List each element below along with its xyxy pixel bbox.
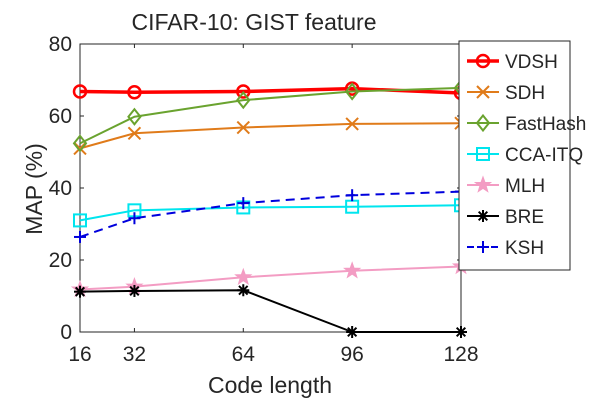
y-tick-label: 40 (49, 177, 72, 200)
legend-label: FastHash (505, 114, 586, 135)
data-point (475, 53, 491, 69)
legend-entry-vdsh: VDSH (467, 52, 558, 73)
series-ksh (74, 185, 467, 243)
legend-label: VDSH (505, 52, 558, 73)
data-point (127, 126, 142, 140)
x-tick-label: 96 (340, 343, 363, 366)
data-point (346, 189, 359, 202)
star-marker (234, 267, 253, 286)
series-vdsh (72, 81, 469, 101)
data-point (237, 197, 250, 210)
data-point (74, 230, 86, 243)
data-point (128, 212, 141, 225)
data-point (72, 84, 88, 99)
series-bre (74, 284, 467, 338)
legend-entry-ksh: KSH (467, 238, 544, 259)
data-point (236, 120, 250, 135)
x-tick-label: 16 (68, 343, 91, 366)
series-line (79, 86, 462, 145)
data-point (236, 91, 251, 110)
y-tick-label: 60 (49, 105, 72, 128)
data-point (473, 175, 493, 193)
data-point (455, 326, 467, 338)
axis-ticks: 16 32 64 96 128 0 20 40 60 80 (49, 33, 479, 366)
star-marker (473, 175, 493, 193)
data-point (343, 261, 362, 279)
data-point (237, 284, 250, 297)
x-axis-label: Code length (208, 372, 332, 398)
legend-entry-cca-itq: CCA-ITQ (467, 145, 583, 166)
data-point (127, 84, 142, 100)
series-line (79, 190, 462, 238)
legend-entry-fasthash: FastHash (467, 113, 586, 135)
data-point (127, 107, 142, 126)
data-point (72, 134, 88, 153)
legend-label: MLH (505, 176, 545, 197)
legend-entry-bre: BRE (467, 207, 544, 228)
legend-label: BRE (505, 207, 544, 228)
series-line (79, 289, 461, 333)
y-tick-label: 80 (49, 33, 72, 56)
data-point (128, 284, 141, 297)
chart-title: CIFAR-10: GIST feature (131, 9, 376, 35)
data-point (344, 82, 360, 101)
legend-entry-sdh: SDH (467, 83, 545, 104)
data-point (345, 117, 359, 131)
data-point (74, 285, 86, 298)
x-tick-label: 128 (443, 343, 478, 366)
data-point (477, 210, 489, 222)
legend-label: SDH (505, 83, 545, 104)
star-marker (343, 261, 362, 279)
data-point (475, 113, 491, 133)
data-point (477, 241, 489, 253)
y-tick-label: 20 (49, 249, 72, 272)
legend-label: KSH (505, 238, 544, 259)
y-axis-label: MAP (%) (21, 143, 47, 235)
data-point (73, 213, 87, 228)
data-point (234, 267, 253, 286)
data-point (476, 85, 490, 99)
series-cca-itq (73, 198, 468, 228)
x-tick-label: 32 (123, 343, 146, 366)
legend: VDSH SDH FastHash CCA-ITQ MLH BRE KSH (458, 40, 586, 271)
legend-label: CCA-ITQ (505, 145, 583, 166)
legend-entry-mlh: MLH (467, 175, 545, 197)
data-point (236, 84, 251, 99)
data-point (476, 147, 490, 161)
y-tick-label: 0 (60, 321, 72, 344)
x-tick-label: 64 (232, 343, 256, 366)
data-point (346, 326, 359, 338)
series-layer (70, 78, 471, 338)
